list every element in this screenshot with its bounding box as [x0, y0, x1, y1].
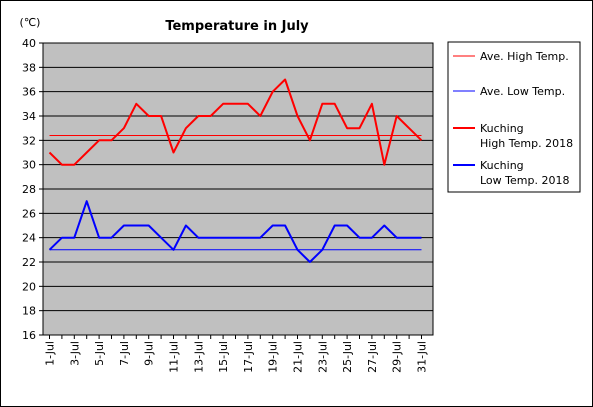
y-tick-label: 30: [22, 159, 36, 172]
y-tick-label: 34: [22, 110, 36, 123]
x-tick-label: 3-Jul: [68, 341, 81, 366]
x-tick-label: 15-Jul: [217, 341, 230, 373]
y-tick-label: 40: [22, 37, 36, 50]
y-tick-label: 38: [22, 61, 36, 74]
x-tick-label: 5-Jul: [93, 341, 106, 366]
x-tick-label: 1-Jul: [44, 341, 57, 366]
legend: Ave. High Temp. Ave. Low Temp. Kuching High…: [453, 50, 573, 187]
series-line-3: [48, 78, 423, 166]
y-tick-label: 28: [22, 183, 36, 196]
y-tick-label: 26: [22, 207, 36, 220]
y-tick-label: 24: [22, 232, 36, 245]
series-line-4: [48, 200, 422, 263]
legend-label: Low Temp. 2018: [480, 174, 569, 187]
x-tick-label: 29-Jul: [391, 341, 404, 373]
y-tick-label: 20: [22, 280, 36, 293]
y-tick-label: 36: [22, 86, 36, 99]
x-tick-label: 25-Jul: [341, 341, 354, 373]
x-tick-label: 9-Jul: [143, 341, 156, 366]
x-tick-label: 11-Jul: [168, 341, 181, 373]
x-tick-label: 19-Jul: [267, 341, 280, 373]
y-tick-label: 32: [22, 134, 36, 147]
x-tick-label: 13-Jul: [192, 341, 205, 373]
legend-label: Kuching: [480, 122, 524, 135]
y-tick-label: 16: [22, 329, 36, 342]
x-tick-label: 27-Jul: [366, 341, 379, 373]
y-axis: 16 18 20 22 24 26 28 30 32 34 36 38 40: [22, 37, 43, 342]
y-tick-label: 18: [22, 305, 36, 318]
chart-title: Temperature in July: [165, 19, 309, 34]
legend-label: Ave. Low Temp.: [480, 85, 565, 98]
legend-label: Ave. High Temp.: [480, 50, 569, 63]
x-axis: 1-Jul 3-Jul 5-Jul 7-Jul 9-Jul 11-Jul 13-Jul 15-…: [44, 335, 429, 373]
x-tick-label: 31-Jul: [416, 341, 429, 373]
x-tick-label: 23-Jul: [316, 341, 329, 373]
y-tick-label: 22: [22, 256, 36, 269]
series-lines: [48, 78, 423, 263]
y-unit-label: (℃): [20, 16, 41, 29]
legend-label: High Temp. 2018: [480, 137, 573, 150]
x-tick-label: 17-Jul: [242, 341, 255, 373]
legend-box: [447, 41, 581, 193]
x-tick-label: 21-Jul: [292, 341, 305, 373]
legend-label: Kuching: [480, 159, 524, 172]
x-tick-label: 7-Jul: [118, 341, 131, 366]
